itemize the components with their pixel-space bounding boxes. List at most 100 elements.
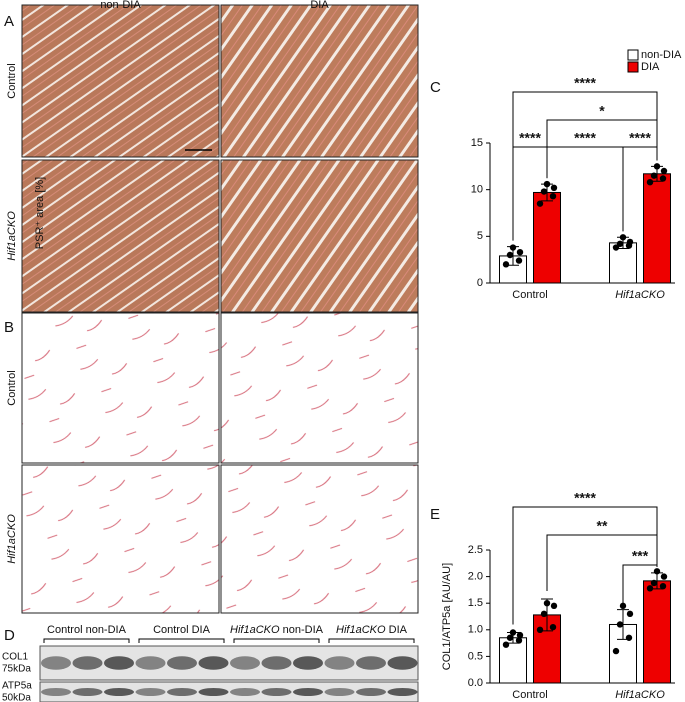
y-tick-label: 1.0: [468, 624, 483, 636]
legend-swatch: [627, 49, 639, 61]
data-point: [659, 582, 667, 590]
genotype: Control: [47, 624, 82, 636]
significance-label: *: [599, 103, 605, 119]
data-point: [619, 602, 627, 610]
significance-label: ****: [574, 130, 596, 146]
data-point: [653, 568, 661, 575]
y-tick-label: 2.0: [468, 571, 483, 583]
data-point: [650, 172, 658, 179]
legend-swatch: [627, 61, 639, 73]
data-point: [612, 647, 620, 655]
data-point: [660, 167, 668, 175]
band-name: ATP5a: [2, 681, 32, 692]
micrograph: [21, 464, 220, 614]
data-point: [506, 251, 514, 259]
data-point: [536, 626, 544, 633]
panel-label: B: [4, 319, 14, 336]
y-tick-label: 2.5: [468, 544, 483, 556]
data-point: [515, 637, 523, 644]
significance-label: ****: [519, 130, 541, 146]
micrograph: [220, 4, 419, 158]
data-point: [616, 621, 624, 628]
group-bracket: [328, 638, 415, 643]
significance-bracket: [546, 534, 658, 591]
blot-group-label: Hif1aCKO DIA: [336, 624, 408, 636]
data-point: [619, 234, 627, 241]
bar: [533, 191, 561, 284]
band: [198, 688, 229, 696]
data-point: [543, 600, 551, 607]
blot-group-label: Hif1aCKO non-DIA: [230, 624, 324, 636]
data-point: [646, 179, 654, 186]
genotype: Hif1aCKO: [336, 624, 386, 636]
band-size: 50kDa: [2, 693, 31, 702]
data-point: [650, 579, 658, 587]
group-bracket: [43, 638, 130, 643]
band: [293, 656, 323, 670]
bar: [499, 637, 527, 684]
data-point: [509, 244, 517, 251]
x-tick-label: Control: [512, 289, 547, 301]
row-label: Control: [6, 63, 18, 98]
bar: [643, 173, 671, 284]
data-point: [626, 610, 634, 618]
significance-bracket: [622, 146, 658, 232]
significance-label: ***: [632, 548, 649, 564]
band: [104, 688, 134, 696]
band: [41, 656, 71, 670]
band: [230, 656, 260, 670]
group-bracket: [233, 638, 320, 643]
data-point: [646, 585, 654, 592]
y-axis-title: PSR⁺ area [%]: [34, 177, 46, 249]
band: [293, 688, 323, 696]
legend-label: DIA: [641, 61, 660, 73]
y-tick-label: 15: [471, 137, 483, 149]
condition: DIA: [389, 624, 408, 636]
data-point: [616, 240, 624, 247]
data-point: [516, 631, 524, 639]
band: [167, 688, 197, 696]
band: [72, 656, 103, 670]
panel-label: D: [4, 627, 15, 644]
band: [356, 656, 386, 670]
band: [387, 688, 418, 696]
genotype: Hif1aCKO: [230, 624, 280, 636]
significance-bracket: [512, 506, 658, 625]
significance-label: ****: [574, 490, 596, 506]
band: [324, 688, 355, 696]
band: [261, 688, 292, 696]
column-header: DIA: [310, 0, 329, 11]
x-tick-label: Hif1aCKO: [615, 289, 665, 301]
band: [135, 656, 166, 670]
data-point: [540, 610, 548, 618]
panel-label: E: [430, 506, 440, 523]
micrograph: [21, 4, 220, 158]
micrograph: [21, 312, 220, 464]
data-point: [502, 261, 510, 268]
micrographs: [21, 4, 419, 614]
x-tick-label: Hif1aCKO: [615, 689, 665, 701]
micrograph: [220, 464, 419, 614]
micrograph: [220, 312, 419, 464]
band-name: COL1: [2, 652, 29, 663]
y-tick-label: 5: [477, 230, 483, 242]
y-axis-title: COL1/ATP5a [AU/AU]: [441, 563, 453, 670]
blot-strip: [39, 681, 419, 702]
band: [167, 656, 197, 670]
condition: non-DIA: [86, 624, 127, 636]
significance-label: **: [597, 518, 608, 534]
y-tick-label: 0: [477, 277, 483, 289]
panel-label: A: [4, 13, 14, 30]
data-point: [515, 257, 523, 264]
band: [230, 688, 260, 696]
data-point: [549, 623, 557, 631]
significance-label: ****: [574, 75, 596, 91]
row-label: Hif1aCKO: [6, 514, 18, 564]
row-label: Control: [6, 370, 18, 405]
data-point: [660, 573, 668, 580]
significance-bracket: [546, 119, 658, 177]
data-point: [659, 175, 667, 182]
band: [135, 688, 166, 696]
band: [41, 688, 71, 696]
band: [356, 688, 386, 696]
